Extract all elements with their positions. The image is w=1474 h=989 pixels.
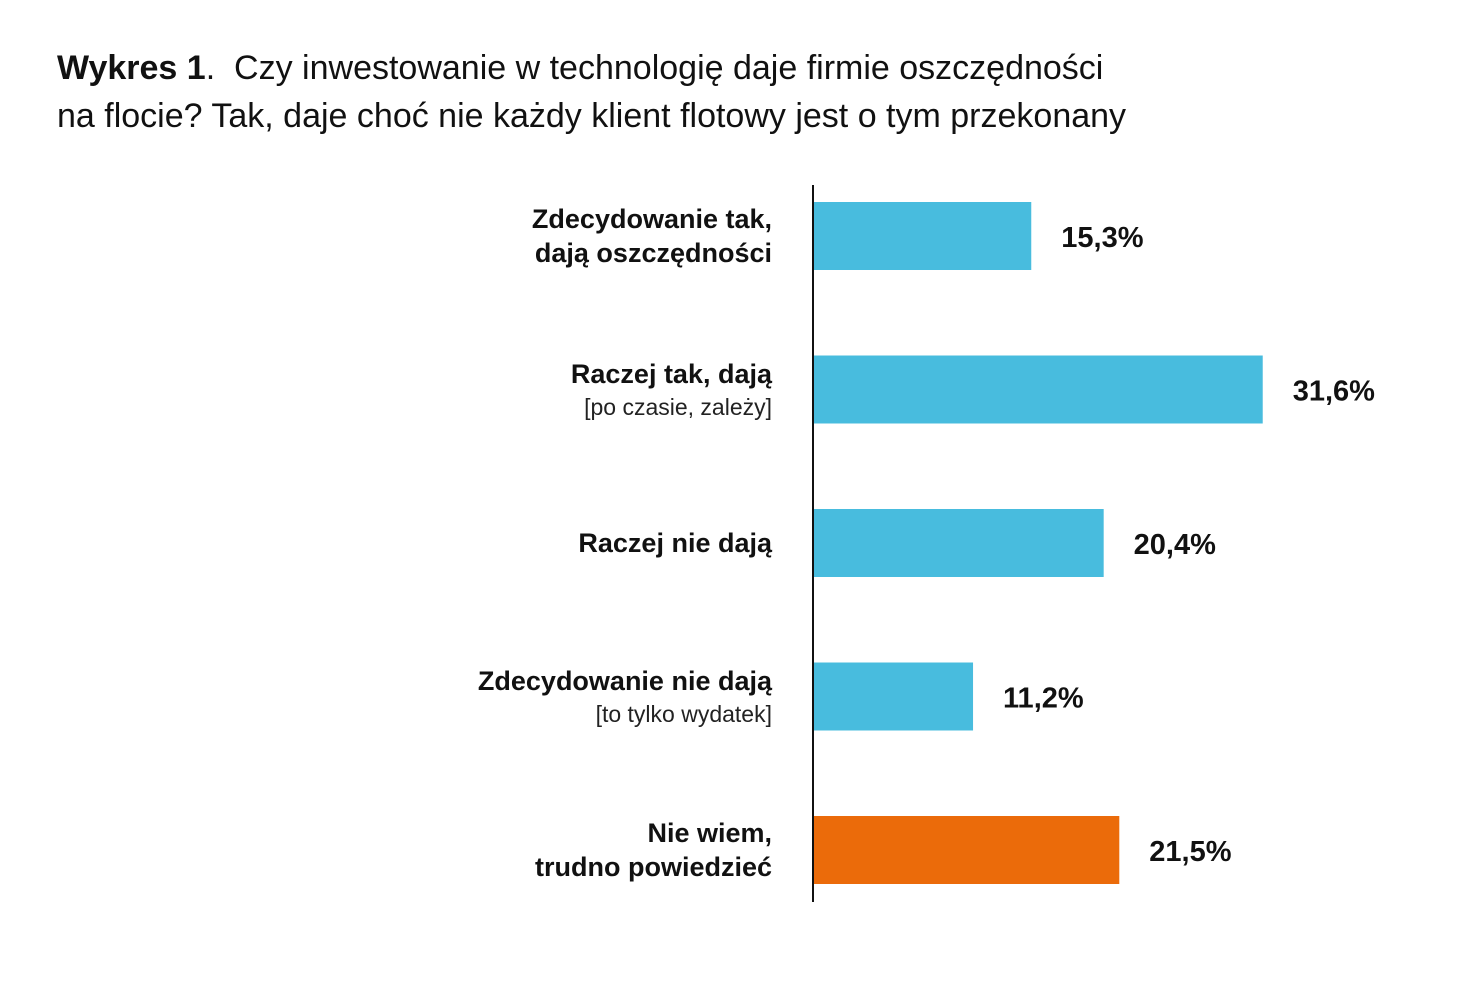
value-label-5: 21,5% (1149, 836, 1231, 868)
chart-title-line-2: na flocie? Tak, daje choć nie każdy klie… (57, 97, 1127, 135)
category-label-5-line-1: Nie wiem, (647, 818, 772, 848)
category-label-4-note: [to tylko wydatek] (595, 700, 772, 727)
category-label-5-line-2: trudno powiedzieć (534, 852, 772, 882)
chart-title-separator: . (205, 49, 235, 87)
bar-3 (814, 509, 1104, 577)
category-label-3-line-1: Raczej nie dają (578, 528, 772, 558)
category-label-4-line-1: Zdecydowanie nie dają (477, 665, 772, 696)
value-label-2: 31,6% (1293, 376, 1375, 408)
bar-1 (814, 202, 1032, 270)
bar-2 (814, 355, 1263, 424)
category-label-2-note: [po czasie, zależy] (584, 393, 772, 420)
value-label-4: 11,2% (1003, 683, 1084, 715)
chart-title-text-1: Czy inwestowanie w technologię daje firm… (234, 49, 1104, 87)
chart-title-prefix: Wykres 1 (57, 49, 206, 87)
category-label-4: Zdecydowanie nie dają [to tylko wydatek] (478, 664, 772, 730)
value-label-3: 20,4% (1134, 529, 1216, 561)
category-label-1: Zdecydowanie tak, dają oszczędności (532, 202, 772, 270)
category-label-2: Raczej tak, dają [po czasie, zależy] (571, 357, 772, 423)
chart-title: Wykres 1. Czy inwestowanie w technologię… (57, 44, 1417, 140)
value-label-1: 15,3% (1061, 222, 1143, 254)
bar-4 (814, 662, 974, 731)
bar-5 (814, 816, 1120, 884)
category-label-5: Nie wiem, trudno powiedzieć (535, 816, 772, 884)
chart-title-line-1: Wykres 1. Czy inwestowanie w technologię… (57, 44, 1417, 92)
value-labels-group: 15,3% 31,6% 20,4% 11,2% 21,5% (1003, 222, 1375, 868)
category-label-2-line-1: Raczej tak, dają (570, 358, 772, 389)
bars-group (814, 202, 1263, 884)
category-label-1-line-2: dają oszczędności (534, 238, 772, 268)
category-label-1-line-1: Zdecydowanie tak, (531, 204, 772, 234)
category-label-3: Raczej nie dają (578, 526, 772, 560)
